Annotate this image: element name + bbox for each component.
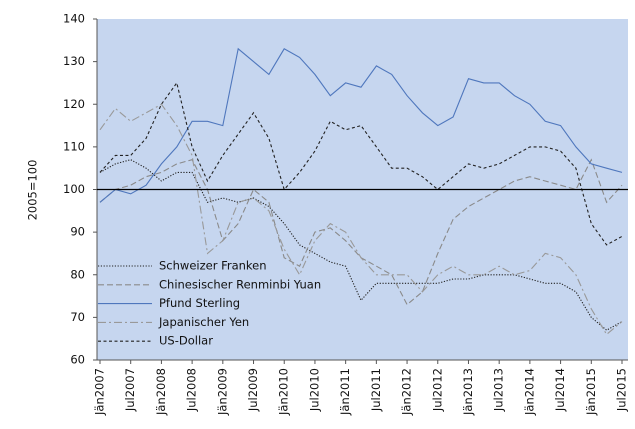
y-tick-label: 120 bbox=[63, 97, 85, 111]
series-line bbox=[99, 103, 623, 336]
x-tick-label: Jul2014 bbox=[553, 368, 567, 412]
x-tick-label: Jän2014 bbox=[522, 368, 536, 416]
legend-label: Japanischer Yen bbox=[158, 315, 249, 329]
legend-label: Chinesischer Renminbi Yuan bbox=[159, 277, 321, 291]
x-tick-label: Jul2010 bbox=[307, 368, 321, 412]
y-tick-label: 100 bbox=[63, 182, 85, 196]
x-tick-label: Jän2007 bbox=[93, 368, 107, 416]
x-tick-label: Jul2008 bbox=[185, 368, 199, 412]
x-tick-label: Jän2015 bbox=[584, 368, 598, 416]
x-tick-label: Jän2009 bbox=[215, 368, 229, 416]
y-tick-label: 70 bbox=[70, 310, 85, 324]
legend-label: Schweizer Franken bbox=[159, 259, 267, 273]
series-line bbox=[99, 81, 623, 246]
x-tick-label: Jul2011 bbox=[369, 368, 383, 412]
x-tick-label: Jul2012 bbox=[430, 368, 444, 412]
y-tick-label: 90 bbox=[70, 225, 85, 239]
series-line bbox=[99, 159, 623, 331]
x-tick-label: Jul2015 bbox=[615, 368, 629, 412]
y-tick-label: 140 bbox=[63, 12, 85, 26]
x-tick-label: Jän2008 bbox=[154, 368, 168, 416]
y-tick-label: 80 bbox=[70, 267, 85, 281]
y-tick-label: 130 bbox=[63, 54, 85, 68]
x-tick-label: Jul2009 bbox=[246, 368, 260, 412]
x-tick-label: Jän2012 bbox=[400, 368, 414, 416]
y-tick-label: 60 bbox=[70, 353, 85, 367]
legend-label: US-Dollar bbox=[159, 334, 213, 348]
x-tick-label: Jän2010 bbox=[277, 368, 291, 416]
x-tick-label: Jul2007 bbox=[123, 368, 137, 412]
y-tick-label: 110 bbox=[63, 139, 85, 153]
x-tick-label: Jän2011 bbox=[338, 368, 352, 416]
x-tick-label: Jän2013 bbox=[461, 368, 475, 416]
legend-label: Pfund Sterling bbox=[159, 296, 240, 310]
series-line bbox=[99, 47, 623, 203]
y-axis-label: 2005=100 bbox=[26, 160, 40, 221]
x-tick-label: Jul2013 bbox=[492, 368, 506, 412]
